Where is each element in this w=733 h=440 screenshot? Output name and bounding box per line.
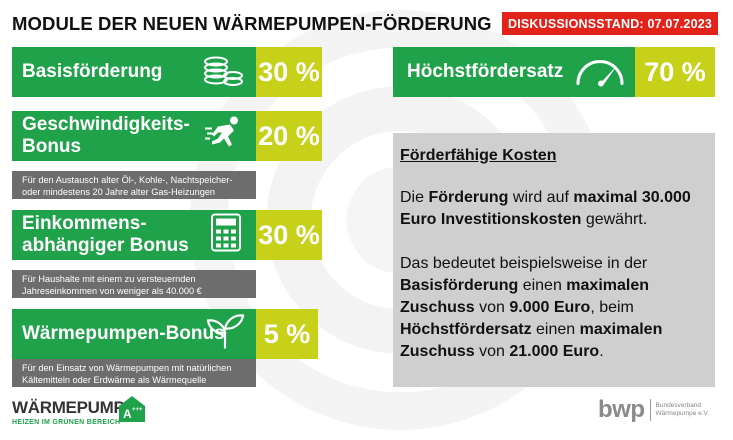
svg-text:A: A xyxy=(123,407,132,421)
card-value: 20 % xyxy=(256,111,322,161)
bwp-subtitle: Bundesverband Wärmepumpe e.V. xyxy=(656,402,710,418)
note-line2: Kältemitteln oder Erdwärme als Wärmequel… xyxy=(22,375,207,385)
text: einen xyxy=(518,277,567,294)
text: von xyxy=(474,343,510,360)
card-label-area: Wärmepumpen-Bonus xyxy=(12,309,256,359)
calculator-icon xyxy=(210,213,242,258)
card-label-area: Einkommens- abhängiger Bonus xyxy=(12,210,256,260)
coins-icon xyxy=(202,50,244,95)
text: Die xyxy=(400,189,429,206)
card-label-line2: Bonus xyxy=(22,136,82,157)
note-line1: Für den Austausch alter Öl-, Kohle-, Nac… xyxy=(22,175,233,185)
info-paragraph-2: Das bedeutet beispielsweise in der Basis… xyxy=(400,253,703,363)
text-bold: 21.000 Euro xyxy=(509,343,600,360)
info-heading: Förderfähige Kosten xyxy=(400,147,557,164)
card-label: Wärmepumpen-Bonus xyxy=(22,323,225,344)
card-value: 70 % xyxy=(635,47,715,97)
sprinter-icon xyxy=(204,115,244,158)
text: , beim xyxy=(590,299,634,316)
card-label-line2: abhängiger Bonus xyxy=(22,235,189,256)
note-line2: Jahreseinkommen von weniger als 40.000 € xyxy=(22,286,202,296)
sprout-icon xyxy=(205,313,245,356)
energy-label-icon: A +++ xyxy=(117,394,147,424)
text: wird auf xyxy=(508,189,574,206)
card-label: Geschwindigkeits- Bonus xyxy=(22,114,190,158)
bwp-wordmark: bwp xyxy=(598,396,645,423)
text-bold: Basisförderung xyxy=(400,277,519,294)
bwp-subtitle-line2: Wärmepumpe e.V. xyxy=(655,410,710,417)
note-line2: oder mindestens 20 Jahre alter Gas-Heizu… xyxy=(22,187,216,197)
card-label-area: Basisförderung xyxy=(12,47,256,97)
card-label: Basisförderung xyxy=(22,61,163,82)
card-geschwindigkeits-bonus: Geschwindigkeits- Bonus 20 % xyxy=(12,111,322,161)
card-value: 30 % xyxy=(256,210,322,260)
text: . xyxy=(599,343,604,360)
card-label-line1: Einkommens- xyxy=(22,213,147,234)
text-bold: 9.000 Euro xyxy=(509,299,591,316)
card-note: Für den Einsatz von Wärmepumpen mit natü… xyxy=(12,359,256,387)
card-label-line1: Geschwindigkeits- xyxy=(22,114,190,135)
text-bold: Förderung xyxy=(428,189,509,206)
card-label-area: Geschwindigkeits- Bonus xyxy=(12,111,256,161)
logo-tagline: HEIZEN IM GRÜNEN BEREICH xyxy=(12,419,121,426)
info-box: Förderfähige Kosten Die Förderung wird a… xyxy=(393,133,715,387)
card-value: 30 % xyxy=(256,47,322,97)
card-basisfoerderung: Basisförderung 30 % xyxy=(12,47,322,97)
text-bold: maximalen Zuschuss xyxy=(400,277,650,316)
waermepumpe-logo: WÄRMEPUMPE HEIZEN IM GRÜNEN BEREICH xyxy=(12,398,136,426)
page-title: MODULE DER NEUEN WÄRMEPUMPEN-FÖRDERUNG xyxy=(12,13,492,34)
note-line1: Für Haushalte mit einem zu versteuernden xyxy=(22,274,196,284)
text-bold: maximal 30.000 Euro Investitionskosten xyxy=(400,189,691,228)
logo-divider xyxy=(649,399,651,421)
card-waermepumpen-bonus: Wärmepumpen-Bonus 5 % xyxy=(12,309,318,359)
logo-wordmark: WÄRMEPUMPE xyxy=(12,398,136,417)
card-note: Für Haushalte mit einem zu versteuernden… xyxy=(12,270,256,298)
bwp-subtitle-line1: Bundesverband xyxy=(655,402,702,409)
card-label-area: Höchstfördersatz xyxy=(393,47,635,97)
card-value: 5 % xyxy=(256,309,318,359)
text: von xyxy=(474,299,510,316)
card-label: Höchstfördersatz xyxy=(407,61,564,82)
text: Das bedeutet beispielsweise in der xyxy=(400,255,648,272)
text: einen xyxy=(531,321,580,338)
text-bold: maximalen Zuschuss xyxy=(400,321,663,360)
text-bold: Höchstfördersatz xyxy=(400,321,532,338)
status-badge: DISKUSSIONSSTAND: 07.07.2023 xyxy=(502,12,718,35)
info-paragraph-1: Die Förderung wird auf maximal 30.000 Eu… xyxy=(400,187,703,231)
card-hoechstfoerdersatz: Höchstfördersatz 70 % xyxy=(393,47,715,97)
svg-text:+++: +++ xyxy=(132,407,143,413)
gauge-icon xyxy=(573,52,627,93)
note-line1: Für den Einsatz von Wärmepumpen mit natü… xyxy=(22,363,232,373)
card-label: Einkommens- abhängiger Bonus xyxy=(22,213,189,257)
card-einkommensabhaengiger-bonus: Einkommens- abhängiger Bonus 30 % xyxy=(12,210,322,260)
text: gewährt. xyxy=(581,211,648,228)
card-note: Für den Austausch alter Öl-, Kohle-, Nac… xyxy=(12,171,256,199)
bwp-logo: bwp Bundesverband Wärmepumpe e.V. xyxy=(598,396,709,424)
